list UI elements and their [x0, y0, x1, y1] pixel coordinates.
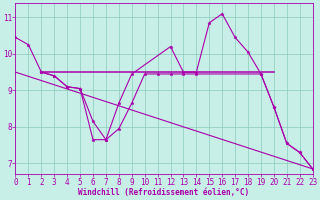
X-axis label: Windchill (Refroidissement éolien,°C): Windchill (Refroidissement éolien,°C): [78, 188, 250, 197]
